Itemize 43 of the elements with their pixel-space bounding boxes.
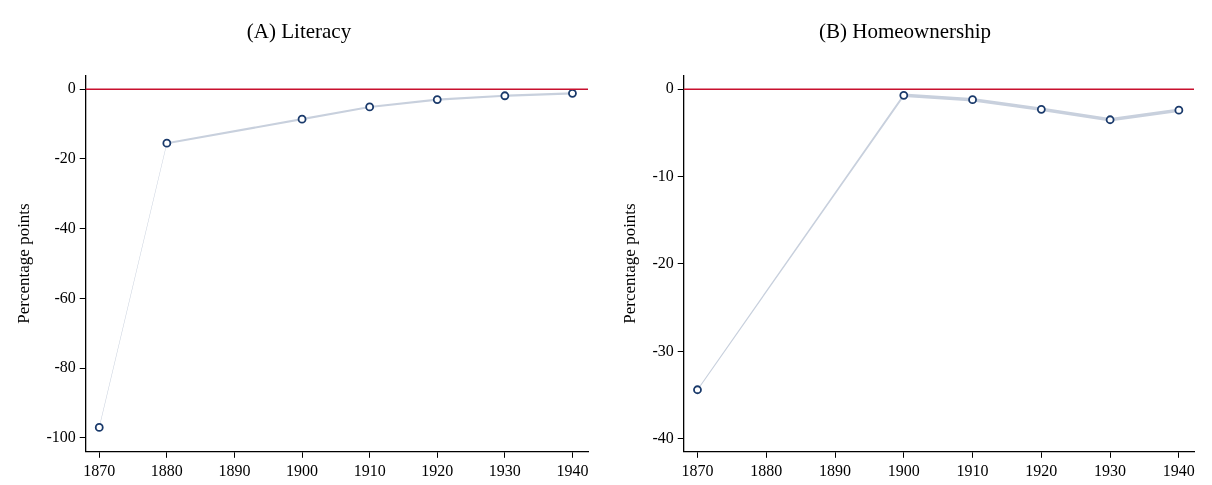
x-tick-label: 1900 (887, 461, 920, 479)
point (968, 95, 977, 105)
point (1105, 115, 1115, 125)
y-tick-label: -40 (54, 218, 76, 236)
point (693, 385, 702, 395)
y-tick-label: -100 (46, 428, 76, 446)
x-tick-label: 1880 (150, 461, 183, 479)
y-tick-label: 0 (67, 79, 76, 97)
x-tick-label: 1920 (421, 461, 454, 479)
point (162, 138, 172, 148)
x-tick-label: 1900 (286, 461, 319, 479)
x-tick-label: 1890 (819, 461, 852, 479)
x-tick-label: 1910 (956, 461, 989, 479)
point (899, 90, 909, 100)
y-tick-label: -40 (652, 428, 674, 446)
y-tick-label: -20 (652, 254, 674, 272)
point (1174, 105, 1184, 115)
y-tick-label: -30 (652, 341, 674, 359)
point (297, 114, 307, 124)
x-tick-label: 1940 (556, 461, 589, 479)
y-tick-label: -20 (54, 149, 76, 167)
point (432, 95, 442, 105)
chart-title: (B) Homeownership (818, 19, 992, 44)
x-tick-label: 1880 (750, 461, 783, 479)
x-tick-label: 1870 (83, 461, 116, 479)
x-tick-label: 1930 (488, 461, 521, 479)
point (365, 102, 375, 112)
y-tick-label: -60 (54, 288, 76, 306)
y-tick-label: -10 (652, 166, 674, 184)
point (1036, 104, 1046, 114)
y-tick-label: -80 (54, 358, 76, 376)
y-tick-label: 0 (665, 79, 674, 97)
x-tick-label: 1890 (218, 461, 251, 479)
point (94, 422, 104, 432)
y-axis-title: Percentage points (619, 203, 639, 324)
x-tick-label: 1870 (681, 461, 714, 479)
y-axis-title: Percentage points (13, 203, 33, 324)
x-tick-label: 1930 (1094, 461, 1127, 479)
x-tick-label: 1920 (1025, 461, 1058, 479)
chart-title: (A) Literacy (246, 19, 352, 44)
x-tick-label: 1940 (1162, 461, 1195, 479)
x-tick-label: 1910 (353, 461, 386, 479)
point (500, 91, 510, 101)
